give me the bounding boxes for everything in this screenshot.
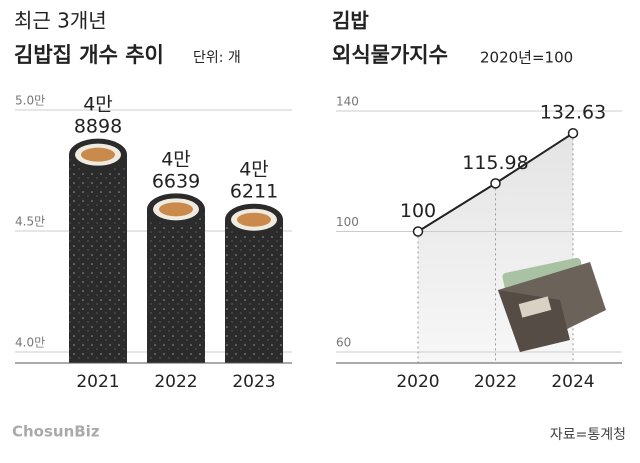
x-tick-label: 2022 bbox=[474, 372, 517, 392]
logo: ChosunBiz bbox=[12, 423, 100, 441]
x-tick-label: 2021 bbox=[76, 372, 119, 392]
x-tick-label: 2023 bbox=[232, 372, 275, 392]
bar bbox=[69, 154, 127, 363]
value-label: 4만 8898 bbox=[74, 93, 122, 137]
value-label: 100 bbox=[400, 200, 436, 222]
source: 자료=통계청 bbox=[550, 427, 626, 443]
unit: 단위: 개 bbox=[193, 50, 241, 66]
x-tick-label: 2020 bbox=[396, 372, 439, 392]
roll-filling bbox=[159, 202, 193, 217]
point bbox=[567, 127, 579, 139]
bar bbox=[225, 219, 283, 363]
y-tick-label: 60 bbox=[336, 336, 351, 350]
value-label: 115.98 bbox=[462, 152, 528, 174]
value-label: 4만 6639 bbox=[152, 148, 200, 192]
y-tick-label: 140 bbox=[336, 95, 359, 109]
roll-filling bbox=[81, 147, 115, 162]
subtitle: 최근 3개년 bbox=[14, 9, 107, 33]
y-tick-label: 4.0만 bbox=[15, 336, 45, 350]
y-tick-label: 5.0만 bbox=[15, 94, 45, 108]
note: 2020년=100 bbox=[480, 49, 573, 67]
roll-filling bbox=[237, 212, 271, 227]
value-label: 4만 6211 bbox=[230, 158, 278, 202]
title: 김밥 bbox=[332, 9, 369, 33]
title: 김밥집 개수 추이 bbox=[14, 43, 164, 67]
x-tick-label: 2024 bbox=[551, 372, 594, 392]
wallet-illustration bbox=[498, 257, 606, 352]
subtitle: 외식물가지수 bbox=[332, 43, 448, 67]
point bbox=[490, 178, 501, 189]
point bbox=[412, 226, 424, 237]
y-tick-label: 4.5만 bbox=[15, 215, 45, 229]
y-tick-label: 100 bbox=[336, 215, 359, 229]
bar bbox=[147, 209, 205, 363]
x-tick-label: 2022 bbox=[154, 372, 197, 392]
value-label: 132.63 bbox=[540, 102, 606, 124]
